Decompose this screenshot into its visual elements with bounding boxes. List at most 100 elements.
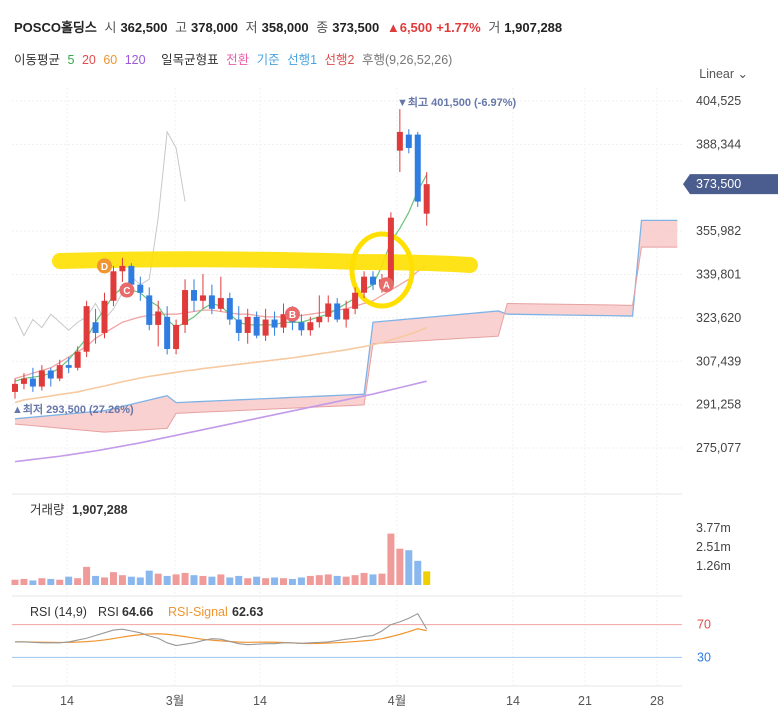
highlight-circle	[349, 231, 415, 309]
candle-body	[361, 276, 368, 293]
volume-tick-label: 3.77m	[696, 521, 731, 535]
volume-bar	[20, 578, 28, 585]
candle-body	[119, 265, 126, 272]
candle-body	[414, 134, 421, 202]
rsi-30-label: 30	[697, 650, 711, 664]
volume-bar	[217, 574, 225, 585]
candle-body	[325, 303, 332, 317]
ma20-label: 20	[81, 53, 96, 67]
volume-bar	[47, 578, 55, 585]
base-label: 기준	[256, 53, 280, 67]
candle-body	[38, 370, 45, 387]
volume-label: 거	[488, 20, 501, 35]
change-value: ▲6,500	[386, 20, 433, 35]
volume-bar	[423, 571, 431, 585]
volume-bar	[190, 575, 198, 585]
y-tick-label: 339,801	[696, 268, 741, 282]
stock-name: POSCO홀딩스	[14, 20, 97, 35]
candle-body	[164, 316, 171, 350]
scale-toggle-button[interactable]: Linear ⌄	[699, 66, 748, 81]
candle-body	[370, 276, 376, 285]
candle-body	[307, 322, 314, 331]
candle-body	[405, 134, 412, 148]
y-tick-label: 307,439	[696, 354, 741, 368]
candle-body	[110, 271, 117, 301]
candle-body	[173, 324, 180, 350]
candle-body	[217, 298, 224, 309]
candle-body	[74, 351, 81, 368]
pattern-marker-label: B	[289, 310, 296, 321]
volume-bar	[11, 579, 19, 585]
volume-panel-value: 1,907,288	[72, 503, 128, 517]
volume-tick-label: 1.26m	[696, 559, 731, 573]
candle-body	[235, 319, 242, 333]
volume-bar	[306, 575, 314, 585]
pattern-marker-label: C	[123, 286, 130, 297]
x-tick-label: 3월	[166, 694, 184, 708]
candle-body	[244, 316, 251, 333]
volume-panel-label: 거래량	[30, 503, 65, 517]
volume-bar	[235, 575, 243, 585]
rsi-panel-label: RSI (14,9)	[30, 605, 87, 619]
candle-body	[199, 295, 206, 301]
volume-bar	[118, 575, 126, 585]
candle-body	[65, 365, 72, 368]
candle-body	[29, 378, 36, 387]
candle-body	[271, 319, 278, 328]
volume-bar	[199, 575, 207, 585]
candle-body	[226, 298, 233, 320]
candle-body	[20, 378, 27, 384]
candle-body	[396, 131, 403, 151]
volume-bar	[109, 572, 117, 585]
x-tick-label: 14	[60, 694, 74, 708]
volume-bar	[324, 574, 332, 585]
close-label: 종	[316, 20, 329, 35]
close-value: 373,500	[332, 20, 380, 35]
pattern-marker	[119, 282, 135, 298]
candle-body	[101, 300, 108, 333]
volume-bar	[315, 575, 323, 585]
header-row: POSCO홀딩스 시 362,500 고 378,000 저 358,000 종 373…	[14, 17, 566, 36]
candle-body	[334, 303, 341, 320]
ma120-label: 120	[124, 53, 146, 67]
rsi-name-label: RSI	[98, 605, 119, 619]
y-tick-label: 404,525	[696, 94, 741, 108]
candle-body	[47, 370, 54, 379]
rsi-line	[15, 612, 428, 647]
x-tick-label: 14	[253, 694, 267, 708]
candle-body	[316, 316, 323, 323]
volume-bar	[333, 575, 341, 585]
volume-bar	[74, 578, 82, 585]
volume-bar	[136, 577, 144, 585]
ma-label[interactable]: 이동평균	[14, 53, 61, 67]
high-label: 고	[175, 20, 188, 35]
x-tick-label: 21	[578, 694, 592, 708]
volume-bar	[387, 533, 395, 585]
pattern-marker	[378, 277, 394, 293]
x-tick-label: 28	[650, 694, 664, 708]
y-tick-label: 355,982	[696, 224, 741, 238]
ma120-line	[14, 380, 427, 463]
candle-body	[56, 365, 63, 379]
candle-body	[262, 319, 269, 336]
rsi-signal-line	[15, 628, 427, 645]
volume-bar	[405, 550, 413, 585]
candle-body	[83, 306, 90, 352]
high-value: 378,000	[191, 20, 239, 35]
signal-name-label: RSI-Signal	[168, 605, 228, 619]
volume-bar	[127, 576, 135, 585]
candle-body	[128, 265, 135, 285]
leading-span1-line	[14, 219, 678, 420]
y-tick-label: 275,077	[696, 441, 741, 455]
volume-bar	[65, 576, 73, 585]
volume-tick-label: 2.51m	[696, 540, 731, 554]
open-value: 362,500	[120, 20, 168, 35]
high-annotation: ▼최고 401,500 (-6.97%)	[397, 95, 517, 109]
volume-bar	[208, 576, 216, 585]
current-price-label: 373,500	[696, 177, 741, 191]
volume-bar	[163, 575, 171, 585]
ichimoku-label[interactable]: 일목균형표	[161, 53, 219, 67]
volume-bar	[253, 576, 261, 585]
indicator-legend: 이동평균 5 20 60 120 일목균형표 전환 기준 선행1 선행2 후행(…	[14, 49, 456, 68]
